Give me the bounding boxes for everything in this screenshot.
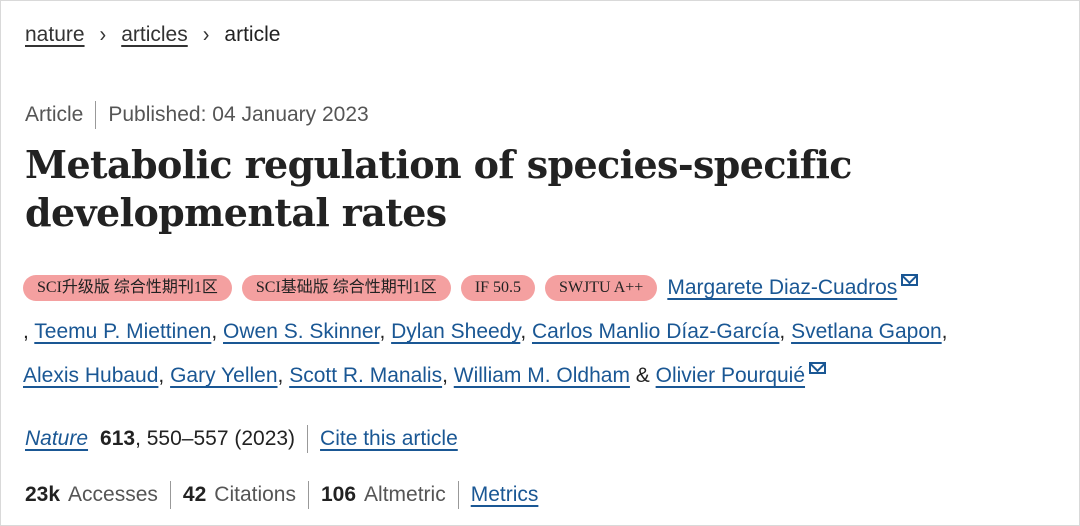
author-link[interactable]: Teemu P. Miettinen [34, 320, 212, 343]
author-separator: , [23, 320, 35, 343]
accesses-count: 23k [25, 483, 61, 506]
citations-label: Citations [214, 483, 296, 506]
breadcrumb-link-nature[interactable]: nature [25, 23, 85, 46]
breadcrumb-current: article [224, 23, 281, 46]
article-meta: Article Published: 04 January 2023 [25, 101, 369, 129]
divider [457, 481, 459, 509]
published-date: Published: 04 January 2023 [108, 103, 369, 126]
journal-citation: Nature 613 , 550–557 (2023) Cite this ar… [25, 425, 458, 453]
divider [307, 425, 309, 453]
mail-icon[interactable] [809, 362, 827, 374]
divider [95, 101, 97, 129]
altmetric-count: 106 [320, 483, 357, 506]
author-separator: , [442, 364, 454, 387]
author-separator: , [211, 320, 224, 343]
cite-article-link[interactable]: Cite this article [320, 427, 458, 450]
journal-volume: 613 [100, 427, 136, 450]
author-link[interactable]: Olivier Pourquié [655, 364, 806, 387]
author-link[interactable]: Scott R. Manalis [289, 364, 443, 387]
article-metrics: 23k Accesses 42 Citations 106 Altmetric … [25, 481, 538, 509]
sci-basic-badge: SCI基础版 综合性期刊1区 [241, 275, 451, 302]
author-separator: & [629, 364, 656, 387]
divider [169, 481, 171, 509]
article-type: Article [25, 103, 84, 126]
author-link[interactable]: Margarete Diaz-Cuadros [667, 276, 898, 299]
sci-upgrade-badge: SCI升级版 综合性期刊1区 [23, 275, 232, 302]
author-separator: , [158, 364, 171, 387]
author-link[interactable]: Owen S. Skinner [223, 320, 380, 343]
chevron-right-icon: › [99, 22, 107, 47]
author-link[interactable]: Dylan Sheedy [391, 320, 521, 343]
author-separator: , [779, 320, 792, 343]
journal-link[interactable]: Nature [25, 427, 89, 450]
author-link[interactable]: Svetlana Gapon [791, 320, 942, 343]
chevron-right-icon: › [202, 22, 210, 47]
author-link[interactable]: Alexis Hubaud [23, 364, 159, 387]
impact-factor-badge: IF 50.5 [460, 275, 536, 302]
author-link[interactable]: William M. Oldham [453, 364, 630, 387]
author-separator: , [520, 320, 532, 343]
page-title: Metabolic regulation of species-specific… [25, 141, 925, 237]
divider [307, 481, 309, 509]
author-separator: , [277, 364, 290, 387]
author-separator: , [941, 320, 948, 343]
citations-count: 42 [182, 483, 207, 506]
breadcrumb-link-articles[interactable]: articles [121, 23, 188, 46]
accesses-label: Accesses [68, 483, 158, 506]
journal-pages: , 550–557 (2023) [135, 427, 296, 450]
metrics-link[interactable]: Metrics [470, 483, 539, 506]
breadcrumb: nature › articles › article [25, 22, 281, 47]
title-line-2: developmental rates [25, 190, 447, 235]
author-link[interactable]: Gary Yellen [170, 364, 278, 387]
author-link[interactable]: Carlos Manlio Díaz-García [531, 320, 780, 343]
author-list: SCI升级版 综合性期刊1区 SCI基础版 综合性期刊1区 IF 50.5 SWJTU… [23, 266, 1063, 398]
mail-icon[interactable] [901, 274, 919, 286]
altmetric-label: Altmetric [364, 483, 446, 506]
author-separator: , [379, 320, 392, 343]
swjtu-badge: SWJTU A++ [545, 275, 658, 302]
title-line-1: Metabolic regulation of species-specific [25, 142, 852, 187]
